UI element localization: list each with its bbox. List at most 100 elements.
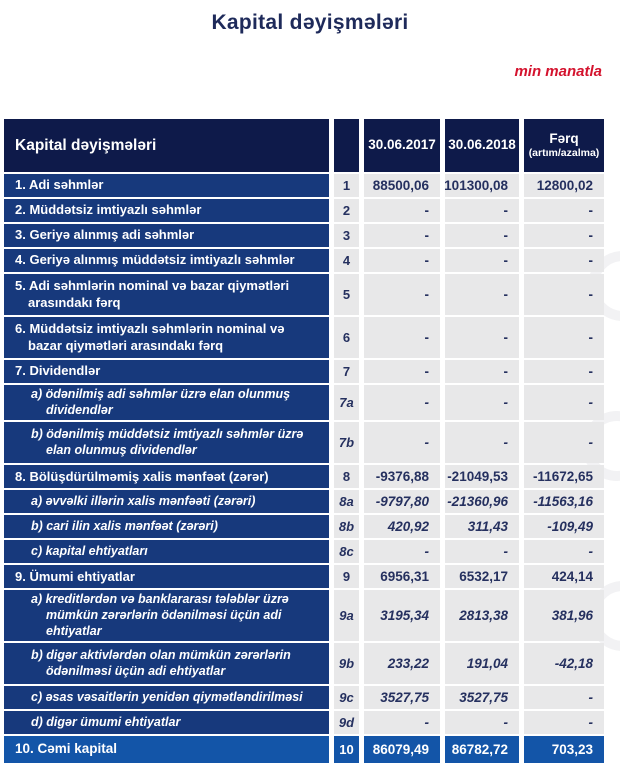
row-label: a) əvvəlki illərin xalis mənfəəti (zərər… <box>4 490 329 514</box>
table-row: 6. Müddətsiz imtiyazlı səhmlərin nominal… <box>4 317 604 358</box>
row-label: 4. Geriyə alınmış müddətsiz imtiyazlı sə… <box>4 249 329 272</box>
table-row: 2. Müddətsiz imtiyazlı səhmlər 2- - - <box>4 199 604 222</box>
value-diff: - <box>524 360 604 383</box>
header-label-cell: Kapital dəyişmələri <box>4 119 329 172</box>
row-number: 7b <box>334 422 359 464</box>
row-label: a) ödənilmiş adi səhmlər üzrə elan olunm… <box>4 385 329 421</box>
header-col-2018: 30.06.2018 <box>445 119 519 172</box>
row-label: a) kreditlərdən və banklararası tələblər… <box>4 590 329 642</box>
value-2018: - <box>445 360 519 383</box>
value-2018: 311,43 <box>445 515 519 539</box>
value-2017: - <box>364 540 440 564</box>
table-row: 7. Dividendlər 7- - - <box>4 360 604 383</box>
row-label: 6. Müddətsiz imtiyazlı səhmlərin nominal… <box>4 317 329 358</box>
row-number: 9b <box>334 643 359 685</box>
value-diff: - <box>524 385 604 421</box>
table-row: 5. Adi səhmlərin nominal və bazar qiymət… <box>4 274 604 315</box>
table-row: 1. Adi səhmlər 1 88500,06 101300,08 12800,02 <box>4 174 604 197</box>
row-label: b) digər aktivlərdən olan mümkün zərərlə… <box>4 643 329 685</box>
row-label: b) cari ilin xalis mənfəət (zərəri) <box>4 515 329 539</box>
header-rowno-cell <box>334 119 359 172</box>
row-number: 9a <box>334 590 359 642</box>
value-2018: - <box>445 249 519 272</box>
row-number: 8c <box>334 540 359 564</box>
value-2018: - <box>445 224 519 247</box>
table-row: c) əsas vəsaitlərin yenidən qiymətləndir… <box>4 686 604 710</box>
value-2017: - <box>364 199 440 222</box>
row-label: 2. Müddətsiz imtiyazlı səhmlər <box>4 199 329 222</box>
value-2017: 6956,31 <box>364 565 440 589</box>
value-2018: - <box>445 274 519 315</box>
value-diff: - <box>524 249 604 272</box>
value-2018: - <box>445 540 519 564</box>
table-row: b) ödənilmiş müddətsiz imtiyazlı səhmlər… <box>4 422 604 464</box>
table-row: a) kreditlərdən və banklararası tələblər… <box>4 590 604 642</box>
table-row: a) əvvəlki illərin xalis mənfəəti (zərər… <box>4 490 604 514</box>
value-diff: 381,96 <box>524 590 604 642</box>
value-2018: 101300,08 <box>444 174 519 197</box>
row-label: 3. Geriyə alınmış adi səhmlər <box>4 224 329 247</box>
value-diff: 424,14 <box>524 565 604 589</box>
value-diff: - <box>524 317 604 358</box>
value-2018: - <box>445 385 519 421</box>
header-col-2017: 30.06.2017 <box>364 119 440 172</box>
table-row: 3. Geriyə alınmış adi səhmlər 3- - - <box>4 224 604 247</box>
value-diff: - <box>524 686 604 710</box>
row-label: 9. Ümumi ehtiyatlar <box>4 565 329 589</box>
row-number: 5 <box>334 274 359 315</box>
table-row: 4. Geriyə alınmış müddətsiz imtiyazlı sə… <box>4 249 604 272</box>
table-row: 10. Cəmi kapital 10 86079,49 86782,72 703,23 <box>4 736 604 763</box>
value-2017: - <box>364 317 440 358</box>
value-2017: - <box>364 422 440 464</box>
value-2018: - <box>445 711 519 735</box>
row-label: b) ödənilmiş müddətsiz imtiyazlı səhmlər… <box>4 422 329 464</box>
row-label: d) digər ümumi ehtiyatlar <box>4 711 329 735</box>
value-diff: -11672,65 <box>524 465 604 489</box>
row-number: 7a <box>334 385 359 421</box>
value-2017: - <box>364 360 440 383</box>
value-2017: - <box>364 274 440 315</box>
value-2017: - <box>364 249 440 272</box>
value-2017: 3195,34 <box>364 590 440 642</box>
row-number: 9d <box>334 711 359 735</box>
value-2017: 88500,06 <box>364 174 440 197</box>
row-number: 10 <box>334 736 359 763</box>
row-number: 3 <box>334 224 359 247</box>
row-number: 9 <box>334 565 359 589</box>
value-2018: 2813,38 <box>445 590 519 642</box>
row-label: 1. Adi səhmlər <box>4 174 329 197</box>
row-label: c) kapital ehtiyatları <box>4 540 329 564</box>
header-col-diff: Fərq (artım/azalma) <box>524 119 604 172</box>
value-2018: - <box>445 422 519 464</box>
row-label: 7. Dividendlər <box>4 360 329 383</box>
value-diff: -109,49 <box>524 515 604 539</box>
value-2017: -9797,80 <box>364 490 440 514</box>
unit-note: min manatla <box>514 63 602 80</box>
value-2018: 6532,17 <box>445 565 519 589</box>
row-label: 10. Cəmi kapital <box>4 736 329 763</box>
value-diff: 12800,02 <box>524 174 604 197</box>
capital-changes-table: Kapital dəyişmələri 30.06.2017 30.06.201… <box>4 119 604 763</box>
page-title: Kapital dəyişmələri <box>211 11 409 34</box>
value-2017: 420,92 <box>364 515 440 539</box>
row-label: 5. Adi səhmlərin nominal və bazar qiymət… <box>4 274 329 315</box>
row-number: 6 <box>334 317 359 358</box>
row-number: 8 <box>334 465 359 489</box>
row-number: 2 <box>334 199 359 222</box>
table-row: a) ödənilmiş adi səhmlər üzrə elan olunm… <box>4 385 604 421</box>
value-2018: 191,04 <box>445 643 519 685</box>
value-2017: 233,22 <box>364 643 440 685</box>
header-col-diff-subtitle: (artım/azalma) <box>528 147 600 160</box>
table-row: d) digər ümumi ehtiyatlar 9d - - - <box>4 711 604 735</box>
row-number: 1 <box>334 174 359 197</box>
row-number: 7 <box>334 360 359 383</box>
value-2018: - <box>445 199 519 222</box>
value-diff: - <box>524 422 604 464</box>
value-2018: 86782,72 <box>445 736 519 763</box>
row-label: 8. Bölüşdürülməmiş xalis mənfəət (zərər) <box>4 465 329 489</box>
row-number: 8a <box>334 490 359 514</box>
table-header-row: Kapital dəyişmələri 30.06.2017 30.06.201… <box>4 119 604 172</box>
value-2018: 3527,75 <box>445 686 519 710</box>
value-2018: - <box>445 317 519 358</box>
value-2017: - <box>364 711 440 735</box>
